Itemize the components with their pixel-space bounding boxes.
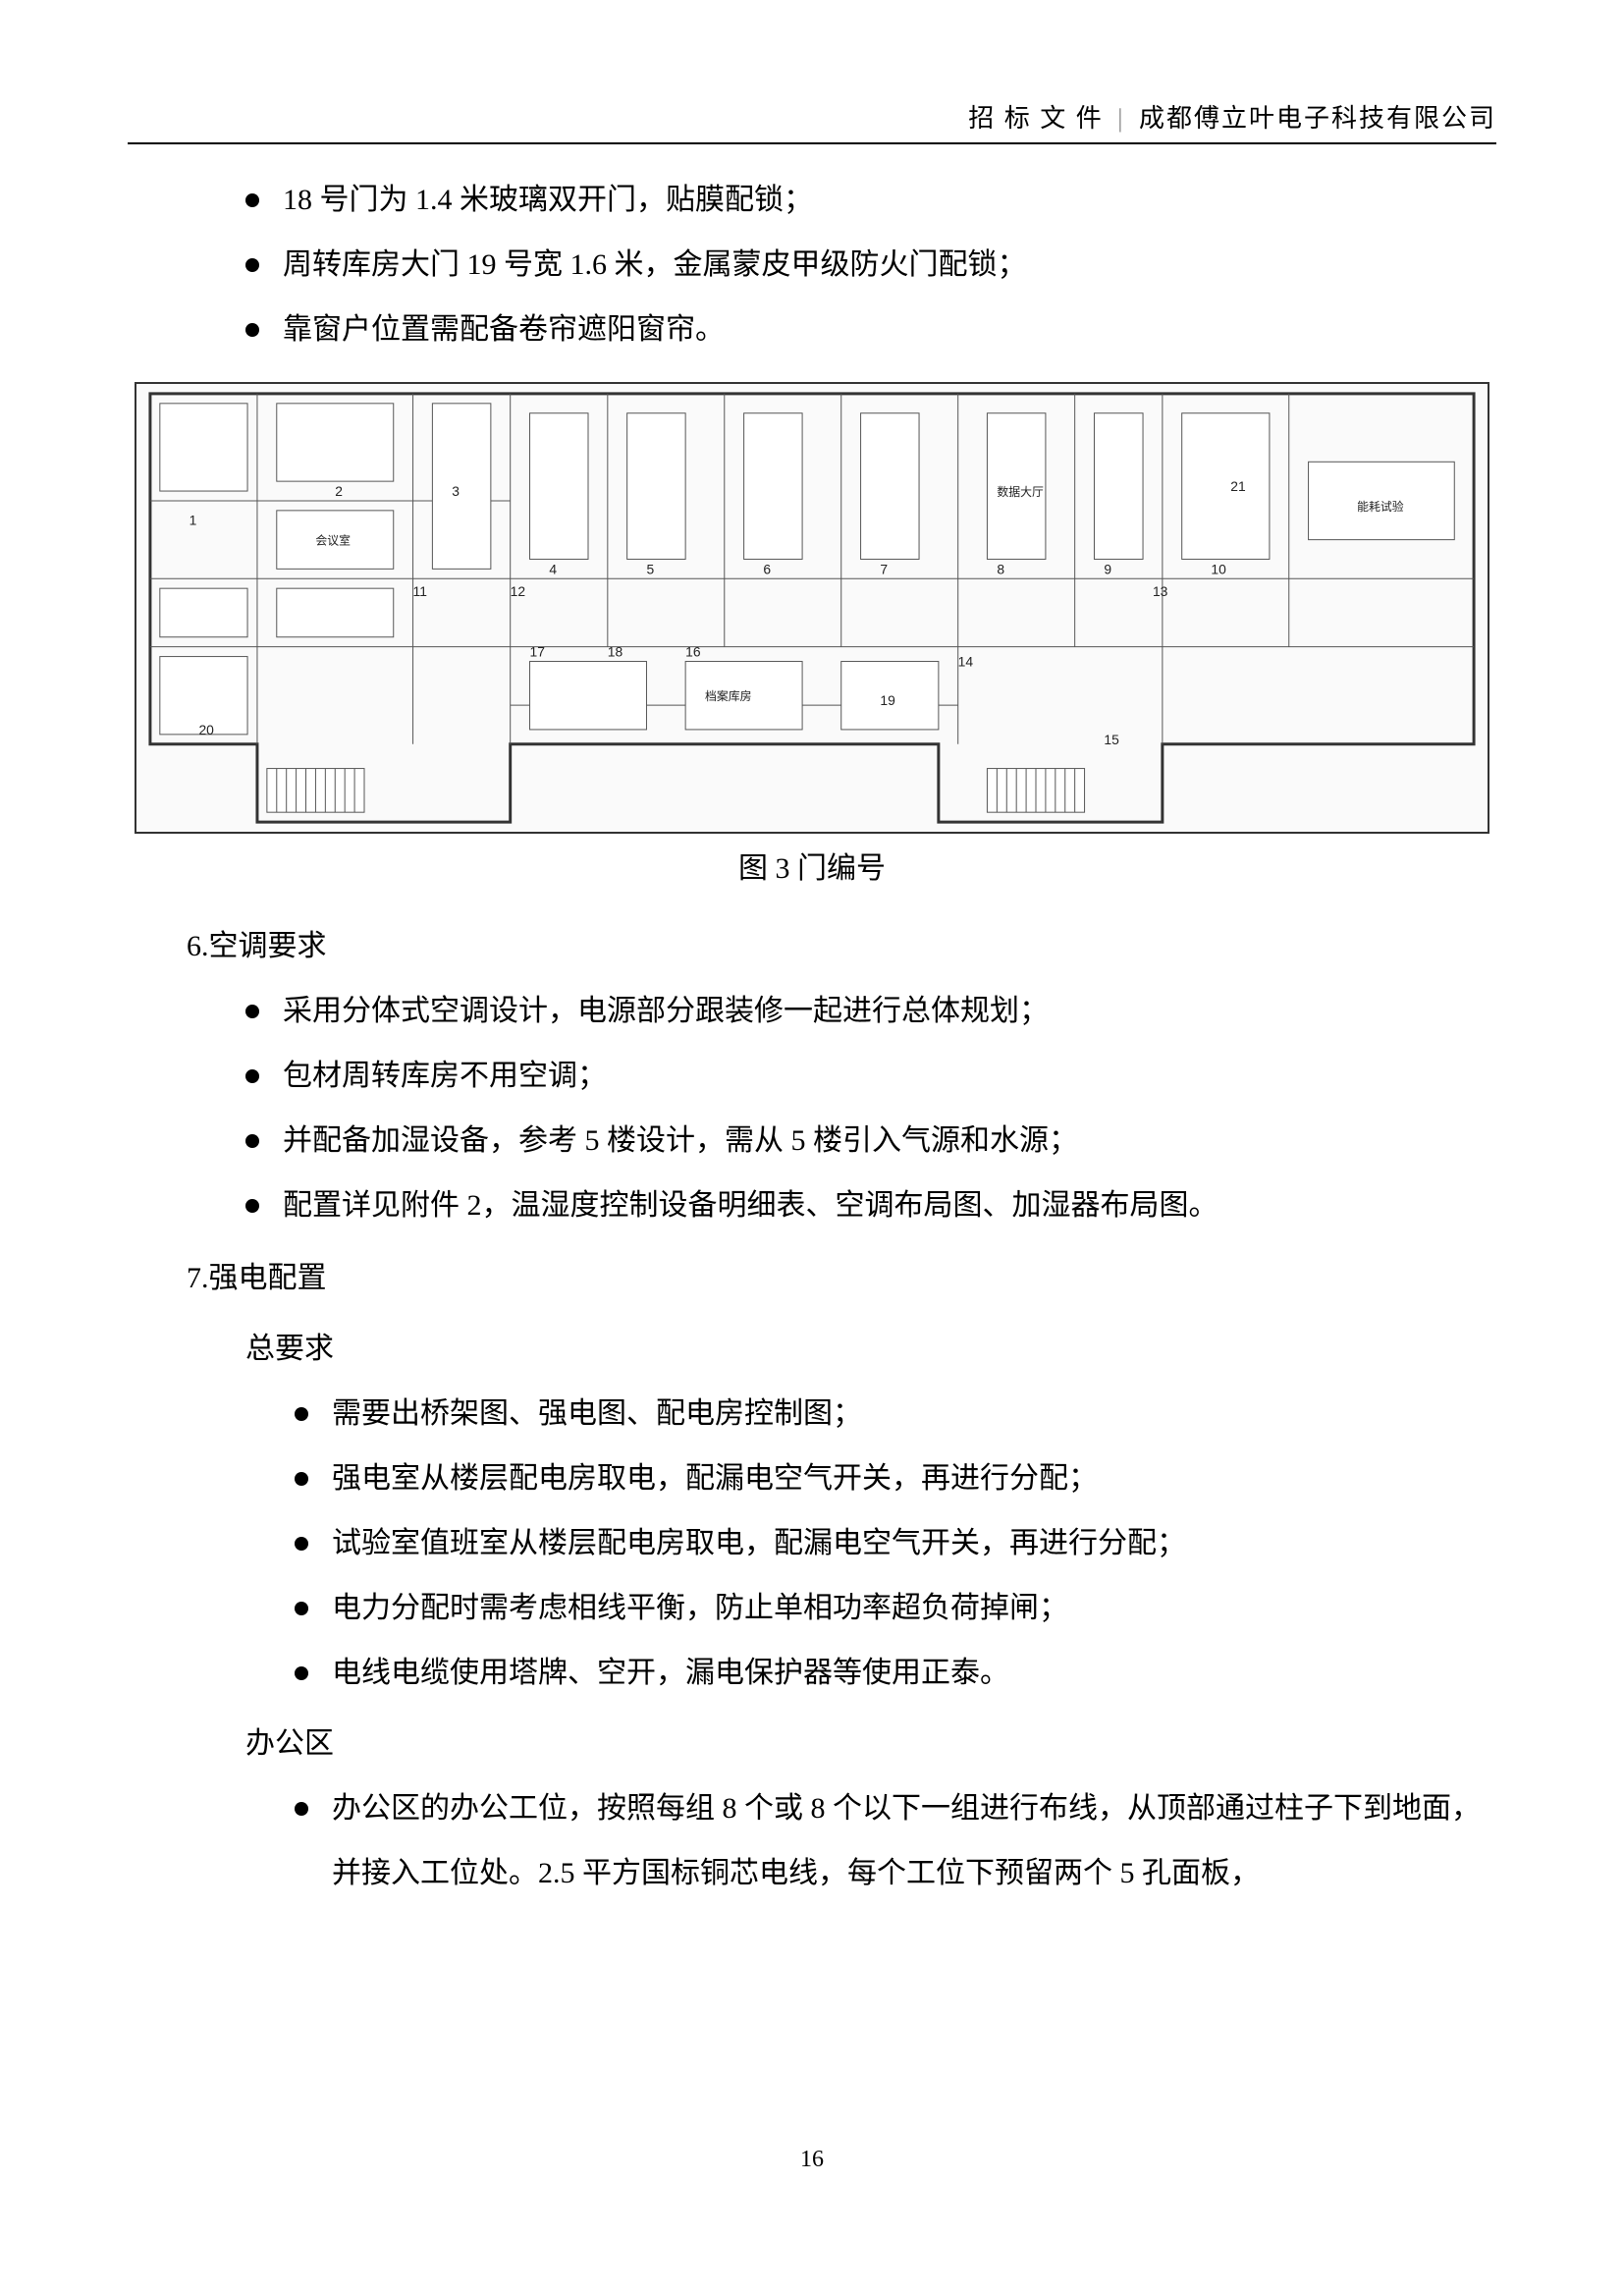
bullet-icon [295,1407,308,1421]
section-7a-list: 需要出桥架图、强电图、配电房控制图； 强电室从楼层配电房取电，配漏电空气开关，再… [295,1382,1496,1706]
svg-text:能耗试验: 能耗试验 [1357,500,1404,514]
bullet-icon [245,1199,259,1213]
svg-text:8: 8 [997,561,1004,576]
list-item: 周转库房大门 19 号宽 1.6 米，金属蒙皮甲级防火门配锁； [245,233,1496,298]
svg-text:2: 2 [335,483,343,499]
bullet-icon [245,1005,259,1018]
svg-text:17: 17 [530,644,546,660]
svg-text:5: 5 [646,561,654,576]
bullet-icon [295,1802,308,1816]
list-item: 电力分配时需考虑相线平衡，防止单相功率超负荷掉闸； [295,1576,1496,1641]
list-item: 靠窗户位置需配备卷帘遮阳窗帘。 [245,298,1496,362]
list-item: 强电室从楼层配电房取电，配漏电空气开关，再进行分配； [295,1446,1496,1511]
bullet-text: 试验室值班室从楼层配电房取电，配漏电空气开关，再进行分配； [332,1511,1496,1576]
bullet-text: 电力分配时需考虑相线平衡，防止单相功率超负荷掉闸； [332,1576,1496,1641]
list-item: 电线电缆使用塔牌、空开，漏电保护器等使用正泰。 [295,1641,1496,1706]
bullet-icon [245,1069,259,1083]
svg-text:1: 1 [189,513,197,528]
svg-text:16: 16 [685,644,701,660]
top-bullet-list: 18 号门为 1.4 米玻璃双开门，贴膜配锁； 周转库房大门 19 号宽 1.6… [245,168,1496,362]
svg-text:9: 9 [1104,561,1111,576]
figure-3-floorplan: 1 2 3 4 5 6 7 8 9 10 11 12 13 14 15 16 1… [128,382,1496,834]
bullet-text: 包材周转库房不用空调； [283,1044,1496,1109]
bullet-text: 配置详见附件 2，温湿度控制设备明细表、空调布局图、加湿器布局图。 [283,1173,1496,1238]
header-separator: | [1117,104,1124,133]
bullet-icon [245,258,259,272]
bullet-text: 并配备加湿设备，参考 5 楼设计，需从 5 楼引入气源和水源； [283,1109,1496,1173]
bullet-icon [245,193,259,207]
bullet-icon [295,1666,308,1680]
bullet-text: 需要出桥架图、强电图、配电房控制图； [332,1382,1496,1446]
svg-text:15: 15 [1104,732,1119,747]
list-item: 试验室值班室从楼层配电房取电，配漏电空气开关，再进行分配； [295,1511,1496,1576]
section-7b-title: 办公区 [245,1712,1496,1776]
bullet-text: 电线电缆使用塔牌、空开，漏电保护器等使用正泰。 [332,1641,1496,1706]
svg-text:3: 3 [452,483,460,499]
section-7a-title: 总要求 [245,1317,1496,1382]
bullet-icon [295,1602,308,1615]
section-6-list: 采用分体式空调设计，电源部分跟装修一起进行总体规划； 包材周转库房不用空调； 并… [245,979,1496,1238]
list-item: 采用分体式空调设计，电源部分跟装修一起进行总体规划； [245,979,1496,1044]
section-6-heading: 6.空调要求 [187,914,1496,979]
svg-text:7: 7 [880,561,888,576]
list-item: 配置详见附件 2，温湿度控制设备明细表、空调布局图、加湿器布局图。 [245,1173,1496,1238]
svg-text:档案库房: 档案库房 [705,689,752,703]
svg-text:21: 21 [1230,478,1246,494]
list-item: 办公区的办公工位，按照每组 8 个或 8 个以下一组进行布线，从顶部通过柱子下到… [295,1776,1496,1906]
list-item: 并配备加湿设备，参考 5 楼设计，需从 5 楼引入气源和水源； [245,1109,1496,1173]
doc-type: 招 标 文 件 [968,104,1104,133]
floorplan-diagram: 1 2 3 4 5 6 7 8 9 10 11 12 13 14 15 16 1… [135,382,1489,834]
svg-text:11: 11 [413,583,428,599]
svg-text:会议室: 会议室 [315,534,351,548]
svg-text:数据大厅: 数据大厅 [997,485,1044,499]
page-header: 招 标 文 件 | 成都傅立叶电子科技有限公司 [128,98,1496,135]
svg-text:4: 4 [549,561,557,576]
section-7-heading: 7.强电配置 [187,1246,1496,1311]
company-name: 成都傅立叶电子科技有限公司 [1139,104,1496,133]
figure-3-caption: 图 3 门编号 [128,844,1496,887]
list-item: 18 号门为 1.4 米玻璃双开门，贴膜配锁； [245,168,1496,233]
bullet-icon [245,1134,259,1148]
svg-text:14: 14 [958,653,974,669]
svg-text:18: 18 [608,644,623,660]
section-7b-list: 办公区的办公工位，按照每组 8 个或 8 个以下一组进行布线，从顶部通过柱子下到… [295,1776,1496,1906]
page-number: 16 [0,2147,1624,2173]
bullet-icon [245,323,259,337]
bullet-text: 办公区的办公工位，按照每组 8 个或 8 个以下一组进行布线，从顶部通过柱子下到… [332,1776,1496,1906]
bullet-icon [295,1537,308,1551]
bullet-text: 18 号门为 1.4 米玻璃双开门，贴膜配锁； [283,168,1496,233]
svg-text:10: 10 [1211,561,1226,576]
bullet-text: 靠窗户位置需配备卷帘遮阳窗帘。 [283,298,1496,362]
bullet-icon [295,1472,308,1486]
svg-text:13: 13 [1153,583,1168,599]
svg-text:6: 6 [763,561,771,576]
header-rule [128,142,1496,144]
bullet-text: 采用分体式空调设计，电源部分跟装修一起进行总体规划； [283,979,1496,1044]
svg-text:12: 12 [511,583,526,599]
list-item: 包材周转库房不用空调； [245,1044,1496,1109]
bullet-text: 周转库房大门 19 号宽 1.6 米，金属蒙皮甲级防火门配锁； [283,233,1496,298]
bullet-text: 强电室从楼层配电房取电，配漏电空气开关，再进行分配； [332,1446,1496,1511]
list-item: 需要出桥架图、强电图、配电房控制图； [295,1382,1496,1446]
svg-text:20: 20 [198,722,214,737]
svg-text:19: 19 [880,692,895,708]
